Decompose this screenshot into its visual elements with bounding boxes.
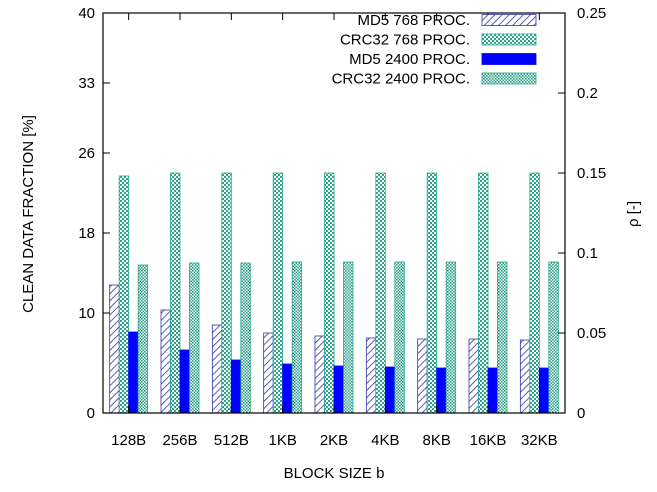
bar-crc32-768-proc--8kb [426, 172, 438, 414]
x-tick-label: 32KB [521, 432, 558, 449]
bar-md5-768-proc--8kb [417, 338, 428, 414]
bar-crc32-2400-proc--512b [240, 262, 251, 414]
y-tick-label: 26 [78, 145, 95, 162]
bar-md5-768-proc--256b [160, 309, 171, 414]
x-tick-label: 2KB [320, 432, 348, 449]
bar-crc32-768-proc--1kb [272, 172, 284, 414]
legend-swatch [481, 14, 537, 26]
y-tick-label: 0 [87, 405, 95, 422]
bar-md5-2400-proc--512b [230, 359, 242, 414]
legend-swatch [481, 53, 537, 65]
y-tick-label: 18 [78, 225, 95, 242]
bar-md5-768-proc--512b [211, 324, 223, 414]
legend-swatch [481, 33, 537, 46]
bar-crc32-768-proc--128b [118, 175, 130, 414]
y2-tick-label: 0.05 [577, 325, 606, 342]
bar-crc32-2400-proc--1kb [291, 261, 303, 414]
bar-md5-2400-proc--16kb [487, 367, 498, 414]
legend-label: MD5 2400 PROC. [349, 51, 470, 68]
x-tick-label: 128B [111, 432, 146, 449]
legend-swatch [481, 72, 537, 85]
bar-crc32-2400-proc--16kb [497, 261, 508, 414]
x-tick-label: 4KB [371, 432, 399, 449]
x-tick-label: 1KB [268, 432, 296, 449]
y-tick-label: 33 [78, 75, 95, 92]
y2-tick-label: 0 [577, 405, 585, 422]
bar-crc32-768-proc--16kb [478, 172, 489, 414]
bar-md5-768-proc--2kb [314, 335, 325, 414]
y2-tick-label: 0.1 [577, 245, 598, 262]
x-axis-title: BLOCK SIZE b [284, 465, 385, 482]
x-tick-label: 8KB [422, 432, 450, 449]
bar-crc32-2400-proc--2kb [343, 261, 354, 414]
bar-crc32-2400-proc--32kb [548, 261, 559, 414]
bar-md5-2400-proc--1kb [282, 363, 293, 414]
bar-md5-768-proc--16kb [468, 338, 479, 414]
bar-md5-2400-proc--256b [179, 349, 190, 414]
y-tick-label: 10 [78, 305, 95, 322]
bar-md5-2400-proc--2kb [333, 365, 344, 414]
y-axis-title: CLEAN DATA FRACTION [%] [20, 115, 37, 313]
bar-md5-2400-proc--8kb [436, 367, 447, 414]
bar-md5-2400-proc--32kb [538, 367, 550, 414]
bar-md5-768-proc--128b [109, 284, 120, 414]
legend: MD5 768 PROC. CRC32 768 PROC. MD5 2400 PRO… [332, 12, 537, 88]
bar-md5-2400-proc--4kb [384, 366, 396, 414]
y2-tick-label: 0.2 [577, 85, 598, 102]
legend-label: MD5 768 PROC. [357, 12, 470, 29]
bar-crc32-2400-proc--128b [137, 264, 149, 414]
bar-crc32-768-proc--32kb [529, 172, 540, 414]
y2-axis-title: ρ [-] [625, 201, 642, 227]
legend-label: CRC32 2400 PROC. [332, 71, 470, 88]
bar-md5-768-proc--32kb [519, 339, 531, 414]
bar-md5-768-proc--1kb [263, 332, 274, 414]
legend-label: CRC32 768 PROC. [340, 32, 470, 49]
y2-tick-label: 0.15 [577, 165, 606, 182]
bar-crc32-2400-proc--256b [189, 262, 200, 414]
bar-crc32-768-proc--4kb [375, 172, 386, 414]
axes-layer: 0 10 18 26 33 40 0 0.05 0.1 0.15 0.2 0.25 128B 256B 51… [78, 5, 606, 449]
bar-crc32-768-proc--256b [170, 172, 181, 414]
y2-tick-label: 0.25 [577, 5, 606, 22]
bar-crc32-2400-proc--8kb [445, 261, 457, 414]
x-tick-label: 512B [214, 432, 249, 449]
bar-crc32-768-proc--512b [221, 172, 232, 414]
y-tick-label: 40 [78, 5, 95, 22]
x-tick-label: 256B [162, 432, 197, 449]
bars-layer [109, 172, 559, 414]
bar-md5-2400-proc--128b [128, 331, 139, 414]
bar-md5-768-proc--4kb [365, 337, 377, 414]
bar-crc32-768-proc--2kb [324, 172, 335, 414]
bar-crc32-2400-proc--4kb [394, 261, 405, 414]
x-tick-label: 16KB [470, 432, 507, 449]
